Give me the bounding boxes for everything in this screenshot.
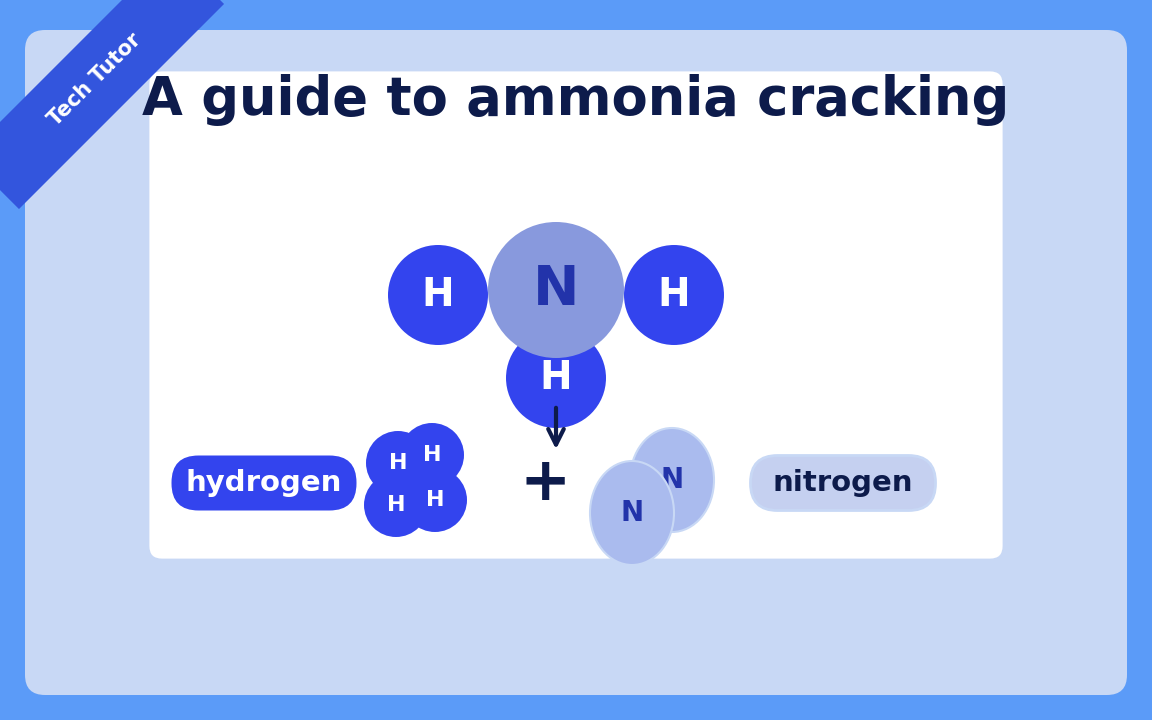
Circle shape	[488, 222, 624, 358]
Circle shape	[364, 473, 429, 537]
Text: H: H	[658, 276, 690, 314]
Text: H: H	[423, 445, 441, 465]
Circle shape	[506, 328, 606, 428]
FancyBboxPatch shape	[147, 70, 1005, 560]
Text: H: H	[422, 276, 454, 314]
Circle shape	[403, 468, 467, 532]
Circle shape	[366, 431, 430, 495]
Circle shape	[624, 245, 723, 345]
Text: N: N	[660, 466, 683, 494]
Text: H: H	[388, 453, 408, 473]
FancyBboxPatch shape	[25, 30, 1127, 695]
Text: H: H	[539, 359, 573, 397]
FancyBboxPatch shape	[750, 456, 935, 510]
Text: H: H	[426, 490, 445, 510]
FancyBboxPatch shape	[172, 456, 356, 510]
Text: A guide to ammonia cracking: A guide to ammonia cracking	[143, 74, 1009, 126]
Text: Tech Tutor: Tech Tutor	[45, 30, 145, 130]
Text: N: N	[621, 499, 644, 527]
Ellipse shape	[630, 428, 714, 532]
Circle shape	[400, 423, 464, 487]
Text: H: H	[387, 495, 406, 515]
Circle shape	[388, 245, 488, 345]
Text: hydrogen: hydrogen	[185, 469, 342, 497]
Ellipse shape	[590, 461, 674, 565]
Polygon shape	[0, 0, 223, 209]
Text: +: +	[520, 454, 570, 513]
Text: nitrogen: nitrogen	[773, 469, 914, 497]
Text: N: N	[532, 263, 579, 317]
